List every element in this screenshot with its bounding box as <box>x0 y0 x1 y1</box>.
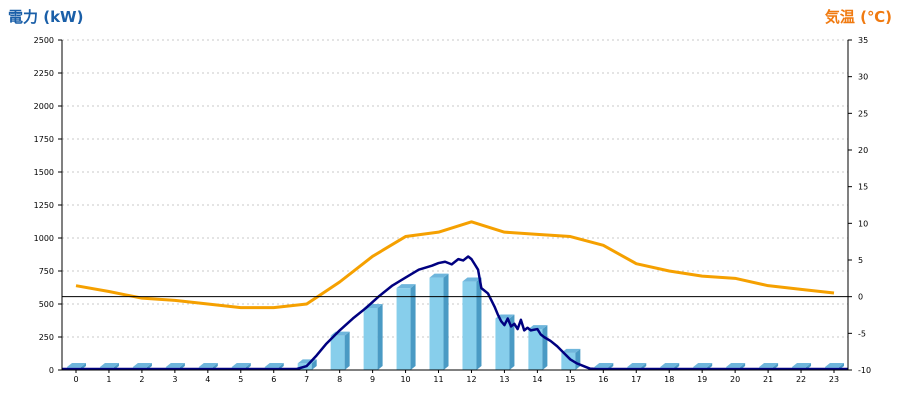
bar-side <box>509 314 515 370</box>
bar-side <box>542 325 548 370</box>
bar-side <box>410 284 416 370</box>
y2-tick-label: 25 <box>858 109 868 118</box>
x-tick-label: 16 <box>598 375 608 384</box>
bar-top <box>594 363 614 367</box>
left-axis-title: 電力 (kW) <box>8 8 84 26</box>
bar-top <box>792 363 812 367</box>
bar-side <box>476 277 482 370</box>
bar <box>462 277 482 370</box>
x-tick-label: 19 <box>697 375 707 384</box>
bar-top <box>429 273 449 278</box>
x-tick-label: 12 <box>466 375 476 384</box>
axes: 02505007501000125015001750200022502500-1… <box>34 36 871 384</box>
x-tick-label: 14 <box>532 375 542 384</box>
bar-top <box>561 348 581 353</box>
power-line <box>62 255 848 371</box>
y-tick-label: 1000 <box>34 234 54 243</box>
bar-front <box>330 335 345 370</box>
y-tick-label: 1250 <box>34 201 54 210</box>
bar-top <box>99 363 119 367</box>
x-tick-label: 4 <box>205 375 210 384</box>
bar-series <box>67 273 844 370</box>
bar-front <box>396 288 411 370</box>
bar-top <box>693 363 713 367</box>
bar-top <box>660 363 680 367</box>
y-tick-label: 500 <box>39 300 54 309</box>
x-tick-label: 3 <box>172 375 177 384</box>
bar-side <box>443 273 449 370</box>
y2-tick-label: 20 <box>858 146 868 155</box>
bar-top <box>627 363 647 367</box>
line-series <box>62 220 848 371</box>
x-tick-label: 8 <box>337 375 342 384</box>
bar-top <box>528 325 548 330</box>
x-tick-label: 6 <box>271 375 276 384</box>
y2-tick-label: 15 <box>858 183 868 192</box>
x-tick-label: 17 <box>631 375 641 384</box>
y2-tick-label: -5 <box>858 329 866 338</box>
y-tick-label: 2500 <box>34 36 54 45</box>
y-tick-label: 750 <box>39 267 54 276</box>
bar-side <box>344 331 350 370</box>
x-tick-label: 9 <box>370 375 375 384</box>
bar-front <box>363 307 378 370</box>
y-tick-label: 250 <box>39 333 54 342</box>
bar-top <box>67 363 86 367</box>
y-tick-label: 1750 <box>34 135 54 144</box>
x-tick-label: 7 <box>304 375 309 384</box>
bar-front <box>462 281 477 370</box>
bar-top <box>396 284 416 289</box>
bar-front <box>429 277 444 370</box>
bar-side <box>377 303 383 370</box>
gridlines <box>62 39 848 338</box>
bar-front <box>528 329 543 370</box>
y2-tick-label: 10 <box>858 219 868 228</box>
y-tick-label: 2000 <box>34 102 54 111</box>
bar <box>495 314 515 370</box>
bar-top <box>132 363 152 367</box>
bar-side <box>311 359 317 370</box>
x-tick-label: 21 <box>763 375 773 384</box>
x-tick-label: 20 <box>730 375 740 384</box>
bar-top <box>825 363 844 367</box>
x-tick-label: 22 <box>796 375 806 384</box>
y-tick-label: 2250 <box>34 69 54 78</box>
bar-top <box>726 363 746 367</box>
x-tick-label: 2 <box>139 375 144 384</box>
y2-tick-label: 5 <box>858 256 863 265</box>
y-tick-label: 1500 <box>34 168 54 177</box>
x-tick-label: 1 <box>106 375 111 384</box>
x-tick-label: 11 <box>433 375 443 384</box>
bar-top <box>759 363 779 367</box>
bar <box>429 273 449 370</box>
y2-tick-label: 30 <box>858 73 868 82</box>
bar <box>363 303 383 370</box>
y2-tick-label: -10 <box>858 366 871 375</box>
bar <box>330 331 350 370</box>
right-axis-title: 気温 (℃) <box>824 8 892 26</box>
x-tick-label: 23 <box>829 375 839 384</box>
x-tick-label: 18 <box>664 375 674 384</box>
bar-top <box>231 363 251 367</box>
bar-top <box>462 277 482 282</box>
x-tick-label: 10 <box>400 375 410 384</box>
bar-top <box>264 363 284 367</box>
x-tick-label: 0 <box>73 375 78 384</box>
bar <box>561 348 581 370</box>
y-tick-label: 0 <box>49 366 54 375</box>
x-tick-label: 5 <box>238 375 243 384</box>
temperature-line <box>75 220 835 310</box>
bar-top <box>165 363 185 367</box>
y2-tick-label: 35 <box>858 36 868 45</box>
bar-front <box>561 352 576 370</box>
bar-top <box>198 363 218 367</box>
bar <box>396 284 416 370</box>
x-tick-label: 13 <box>499 375 509 384</box>
y2-tick-label: 0 <box>858 293 863 302</box>
bar-front <box>495 318 510 370</box>
x-tick-label: 15 <box>565 375 575 384</box>
